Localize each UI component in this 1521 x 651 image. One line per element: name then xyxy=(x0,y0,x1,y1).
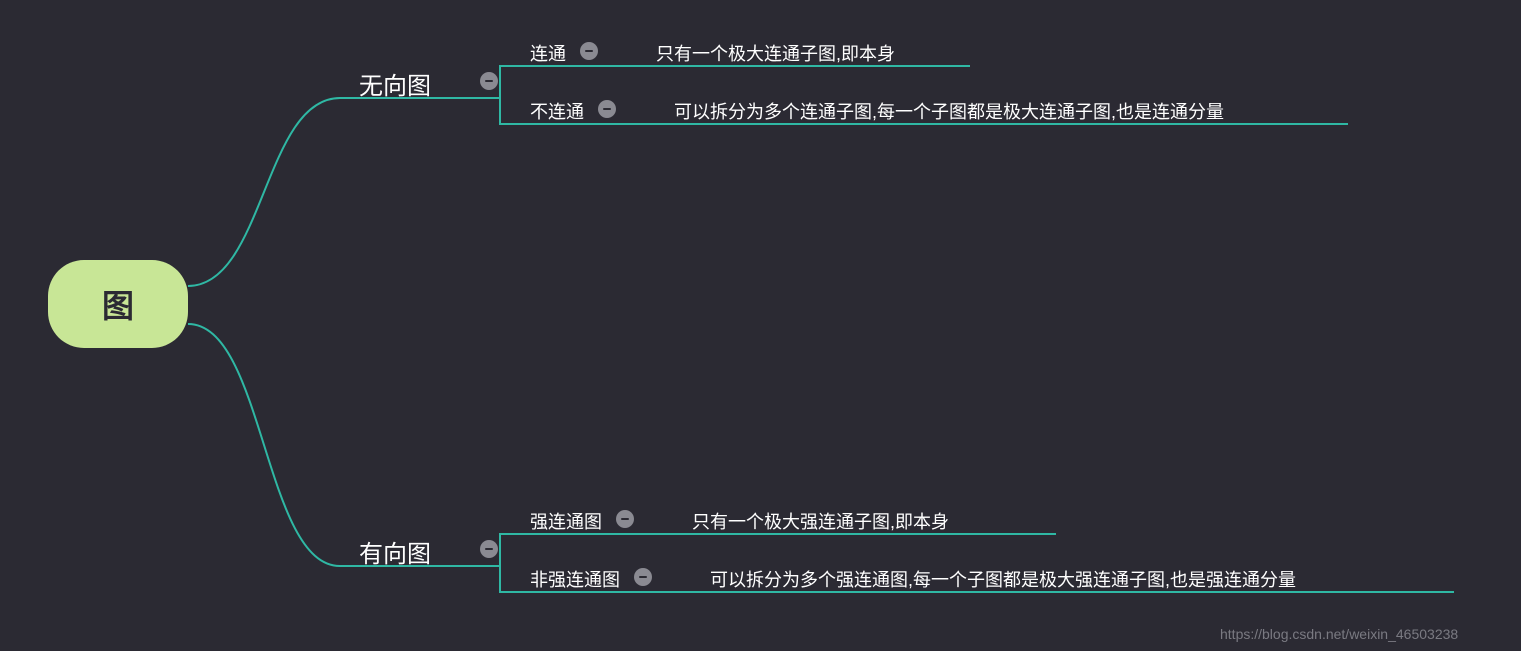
branch-directed: 有向图 xyxy=(359,534,431,569)
desc-not-strongly-connected-text: 可以拆分为多个强连通图,每一个子图都是极大强连通子图,也是强连通分量 xyxy=(710,570,1296,590)
desc-connected: 只有一个极大连通子图,即本身 xyxy=(656,40,895,66)
leaf-not-strongly-connected: 非强连通图 xyxy=(530,566,620,592)
collapse-icon[interactable] xyxy=(480,72,498,90)
desc-disconnected: 可以拆分为多个连通子图,每一个子图都是极大连通子图,也是连通分量 xyxy=(674,98,1224,124)
leaf-disconnected: 不连通 xyxy=(530,98,584,124)
desc-disconnected-text: 可以拆分为多个连通子图,每一个子图都是极大连通子图,也是连通分量 xyxy=(674,102,1224,122)
leaf-connected-label: 连通 xyxy=(530,44,566,64)
desc-strongly-connected-text: 只有一个极大强连通子图,即本身 xyxy=(692,512,949,532)
desc-not-strongly-connected: 可以拆分为多个强连通图,每一个子图都是极大强连通子图,也是强连通分量 xyxy=(710,566,1296,592)
root-node: 图 xyxy=(48,260,188,348)
leaf-not-strongly-connected-label: 非强连通图 xyxy=(530,570,620,590)
leaf-disconnected-label: 不连通 xyxy=(530,102,584,122)
desc-strongly-connected: 只有一个极大强连通子图,即本身 xyxy=(692,508,949,534)
branch-undirected: 无向图 xyxy=(359,66,431,101)
collapse-icon[interactable] xyxy=(480,540,498,558)
collapse-icon[interactable] xyxy=(598,100,616,118)
watermark-text: https://blog.csdn.net/weixin_46503238 xyxy=(1220,626,1458,642)
collapse-icon[interactable] xyxy=(616,510,634,528)
desc-connected-text: 只有一个极大连通子图,即本身 xyxy=(656,44,895,64)
leaf-strongly-connected: 强连通图 xyxy=(530,508,602,534)
branch-directed-label: 有向图 xyxy=(359,541,431,568)
collapse-icon[interactable] xyxy=(634,568,652,586)
collapse-icon[interactable] xyxy=(580,42,598,60)
leaf-strongly-connected-label: 强连通图 xyxy=(530,512,602,532)
branch-undirected-label: 无向图 xyxy=(359,73,431,100)
root-label: 图 xyxy=(102,281,134,327)
watermark: https://blog.csdn.net/weixin_46503238 xyxy=(1220,626,1458,642)
leaf-connected: 连通 xyxy=(530,40,566,66)
